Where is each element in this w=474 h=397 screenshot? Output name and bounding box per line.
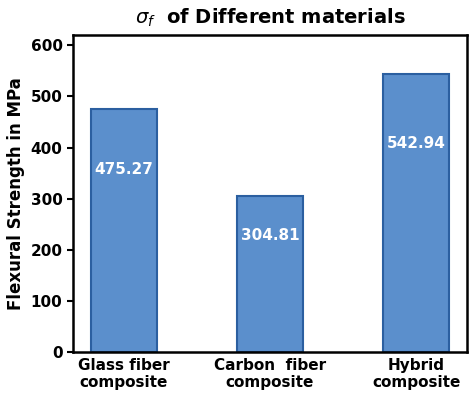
Text: 542.94: 542.94 <box>387 137 446 151</box>
Text: 475.27: 475.27 <box>94 162 153 177</box>
Text: 304.81: 304.81 <box>241 228 299 243</box>
Bar <box>383 75 449 352</box>
Y-axis label: Flexural Strength in MPa: Flexural Strength in MPa <box>7 77 25 310</box>
Bar <box>91 109 156 352</box>
Bar <box>237 196 303 352</box>
Title: $\sigma_f$  of Different materials: $\sigma_f$ of Different materials <box>135 7 405 29</box>
